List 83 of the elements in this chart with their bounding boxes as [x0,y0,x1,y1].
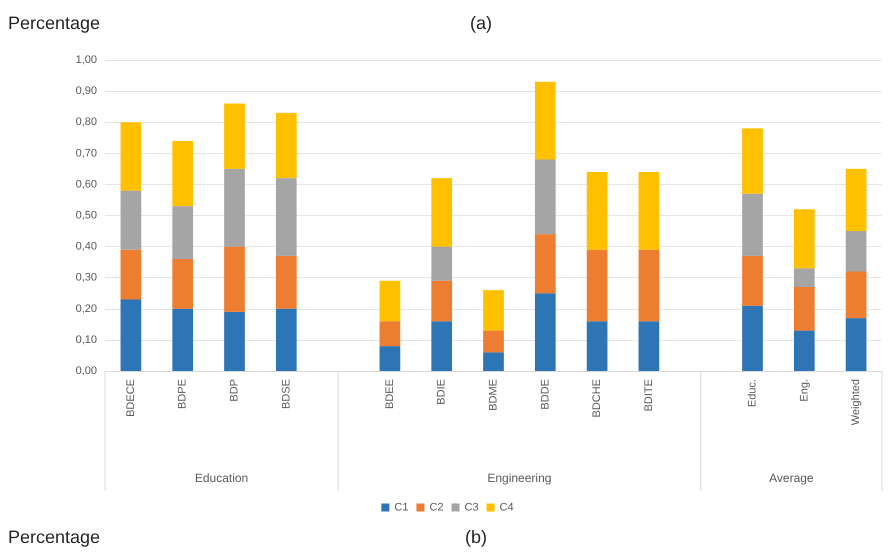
bar [846,318,866,371]
bar [431,246,452,281]
y-tick-label: 0,70 [76,147,97,160]
legend-label: C3 [464,502,479,514]
bar [380,346,400,371]
y-tick-label: 0,90 [76,85,97,98]
bar [172,140,194,206]
bar [431,280,452,322]
x-tick-label: BDEE [384,379,396,409]
bar [794,287,815,331]
bar [276,112,297,178]
x-tick-label: BDPE [176,379,189,409]
x-tick-label: Educ. [746,379,758,408]
y-axis-title: Percentage [8,13,100,33]
chart-title: (a) [470,13,492,33]
bar [742,306,763,371]
bar [586,321,608,371]
bar [742,194,763,256]
bar [120,190,142,250]
bar [846,271,866,318]
bar [276,308,297,371]
text: (b) [465,527,487,547]
text: Engineering [487,471,552,485]
x-tick-label: BDCHE [591,379,604,418]
bar [431,178,452,247]
bar [120,122,142,191]
text: Average [769,471,814,485]
bar [172,259,194,309]
y-tick-label: 0,50 [76,210,97,222]
bar [846,231,866,272]
bar [742,128,763,194]
bar [534,82,556,160]
y-tick-label: 0,00 [76,365,97,377]
bar [276,178,297,256]
bar [794,330,815,371]
y-tick-label: 0,10 [76,334,97,346]
bar [224,168,245,247]
bar [224,246,245,312]
y-tick-label: 0,40 [76,240,97,253]
text: Percentage [8,527,100,547]
y-tick-label: 1,00 [76,54,97,66]
bar [380,321,400,346]
x-tick-label: BDIE [436,379,448,405]
bar [120,299,142,371]
bar [742,256,763,306]
bar [638,250,660,322]
legend-label: C2 [429,502,444,514]
y-tick-label: 0,30 [76,272,97,284]
legend-label: C1 [394,502,408,514]
bar [172,308,194,371]
bar [794,268,815,288]
bar [586,172,608,250]
legend-label: C4 [500,502,514,514]
y-tick-label: 0,60 [76,178,97,190]
bar [483,290,504,331]
x-tick-label: BDDE [539,379,552,410]
x-tick-label: BDECE [124,379,137,417]
bar [431,321,452,371]
bar [846,168,866,232]
bar [534,160,556,234]
bar [638,172,660,250]
x-tick-label: BDP [228,379,240,402]
bar [638,321,660,371]
y-tick-label: 0,20 [76,302,97,315]
x-tick-label: BDME [488,379,500,411]
bar [120,250,142,300]
y-tick-label: 0,80 [76,116,97,128]
bar [586,250,608,322]
bar [534,293,556,371]
bar [483,330,504,352]
bar [224,104,245,169]
bar [483,352,504,371]
text: Education [194,471,248,485]
bar [534,234,556,294]
x-tick-label: Weighted [850,379,862,426]
x-tick-label: BDSE [280,379,292,409]
bar [172,206,194,260]
bar [224,312,245,371]
bar [794,209,815,268]
x-tick-label: Eng. [798,379,810,402]
x-tick-label: BDITE [642,379,655,412]
bar [380,280,400,322]
bar [276,256,297,309]
